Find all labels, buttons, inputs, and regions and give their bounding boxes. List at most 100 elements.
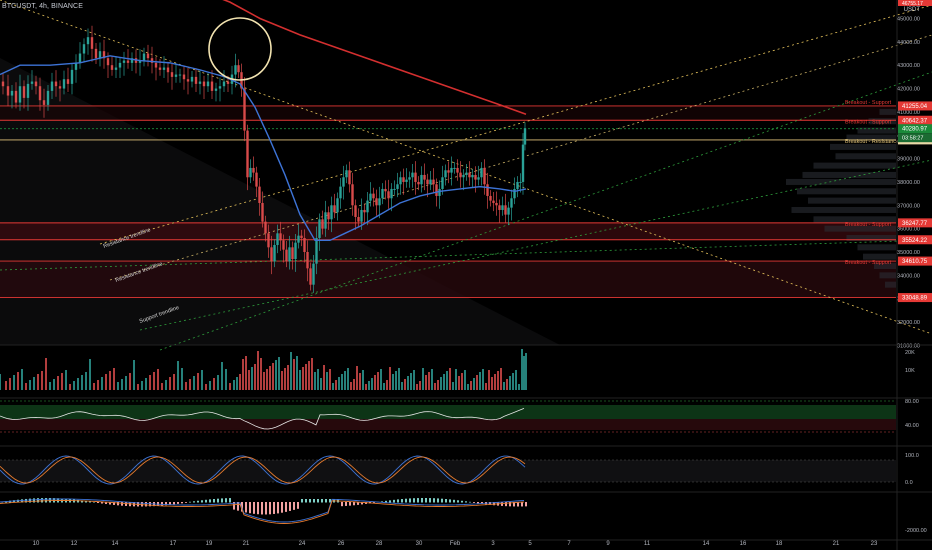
candle-body [411,172,414,178]
candle-body [441,177,444,189]
volume-bar [263,372,265,390]
candle-body [375,198,378,206]
candle-body [70,69,74,84]
volume-profile-bar [786,178,896,185]
volume-bar [181,368,183,390]
date-tick-label: 3 [491,541,495,547]
macd-histogram-bar [245,502,247,513]
price-tag [898,124,932,134]
volume-bar [57,376,59,390]
macd-histogram-bar [21,499,23,503]
candle-body [405,179,408,182]
resistance-trendline [99,4,932,245]
volume-bar [362,370,364,390]
candle-body [282,240,285,250]
candle-body [396,184,399,189]
volume-bar [89,359,91,390]
volume-bar [410,373,412,390]
candle-body [420,174,423,185]
macd-histogram-bar [385,500,387,503]
currency-label: USDT [903,7,920,13]
candle-body [348,170,351,185]
macd-histogram-bar [109,502,111,505]
macd-histogram-bar [189,501,191,503]
volume-bar [488,370,490,390]
candle-body [258,186,261,203]
volume-bar [9,378,11,390]
volume-bar [338,377,340,390]
volume-bar [523,356,525,390]
volume-bar [209,381,211,390]
macd-histogram-bar [77,499,79,503]
candle-body [492,200,495,203]
support-zone-top [0,105,896,121]
macd-histogram-bar [273,502,275,514]
candle-body [94,48,98,59]
volume-bar [197,373,199,390]
price-tag-label: 41255.04 [902,104,928,110]
candle-body [372,193,375,199]
volume-bar [189,379,191,390]
macd-histogram-bar [293,502,295,510]
candle-body [426,179,429,185]
candle-body [369,193,372,201]
rsi-axis-label: 80.00 [905,399,919,405]
candle-body [333,205,336,213]
date-tick-label: 16 [740,541,747,547]
macd-histogram-bar [405,498,407,503]
volume-bar [416,384,418,390]
volume-bar [461,373,463,390]
macd-histogram-bar [165,502,167,506]
macd-histogram-bar [453,499,455,503]
volume-bar [284,368,286,390]
macd-axis-label: -2000.00 [905,528,927,534]
volume-bar [125,376,127,390]
candle-body [50,81,54,91]
volume-bar [93,383,95,390]
volume-bar [161,383,163,390]
volume-bar [275,360,277,390]
candle-body [122,60,126,63]
volume-bar [305,364,307,390]
stoch-axis-label: 0.0 [905,480,913,486]
candle-body [378,198,381,206]
macd-histogram-bar [317,499,319,503]
support-zone-upper [0,222,896,240]
volume-bar [260,358,262,390]
volume-bar [149,375,151,390]
macd-histogram-bar [285,502,287,512]
candle-body [114,67,118,70]
macd-histogram-bar [373,502,375,503]
volume-bar [141,381,143,390]
macd-histogram-bar [445,499,447,503]
candle-body [90,37,94,49]
candle-body [285,249,288,262]
macd-histogram-bar [85,500,87,503]
price-tick-label: 45000.00 [897,17,920,23]
candle-body [408,177,411,180]
volume-profile-bar [835,153,896,160]
volume-bar [440,377,442,390]
candle-body [10,90,14,96]
macd-histogram-bar [425,498,427,503]
macd-histogram-bar [33,498,35,503]
price-tag [898,101,932,111]
macd-histogram-bar [149,502,151,507]
candle-body [237,65,240,73]
candle-body [459,172,462,178]
macd-histogram-bar [469,501,471,503]
candle-body [447,170,450,173]
macd-histogram-bar [461,500,463,503]
top-price-label: 46755.17 [902,1,923,7]
candle-body [150,58,154,63]
macd-histogram-bar [357,502,359,505]
macd-histogram-bar [197,500,199,503]
macd-histogram-bar [209,499,211,503]
volume-bar [113,368,115,390]
candle-body [477,177,480,180]
volume-profile-bar [797,188,896,195]
date-tick-label: 14 [703,541,710,547]
macd-histogram-bar [393,499,395,503]
macd-histogram-bar [477,502,479,504]
